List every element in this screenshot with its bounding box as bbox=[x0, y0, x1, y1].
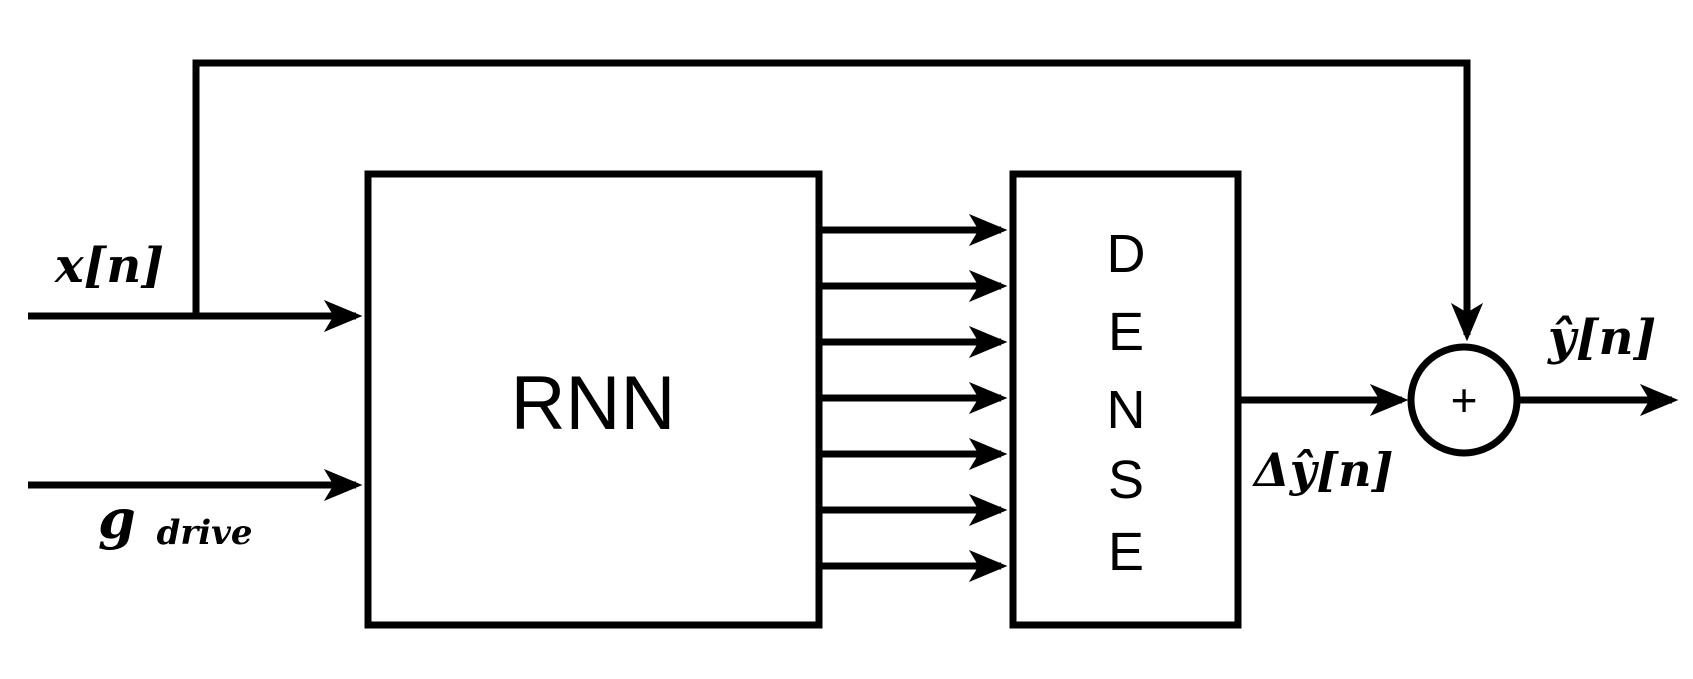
output-y-label: ŷ[n] bbox=[1547, 310, 1656, 366]
dense-block bbox=[1009, 170, 1242, 629]
dense-letter-d: D bbox=[1107, 224, 1146, 284]
rnn-output-arrows bbox=[819, 213, 1008, 583]
input-x-label: x[n] bbox=[54, 238, 164, 294]
gdrive-subscript: drive bbox=[157, 513, 253, 553]
gdrive-base: g bbox=[98, 487, 136, 551]
input-gdrive-label: g drive bbox=[98, 487, 253, 553]
dense-letter-n: N bbox=[1107, 380, 1146, 440]
skip-connection-line bbox=[192, 59, 1484, 342]
rnn-block bbox=[364, 170, 823, 629]
residual-delta-label: Δŷ[n] bbox=[1252, 443, 1393, 497]
dense-letter-e1: E bbox=[1108, 302, 1144, 362]
dense-letter-s: S bbox=[1108, 450, 1144, 510]
rnn-label: RNN bbox=[511, 361, 676, 446]
dense-letter-e2: E bbox=[1108, 522, 1144, 582]
sum-symbol: + bbox=[1451, 374, 1478, 426]
